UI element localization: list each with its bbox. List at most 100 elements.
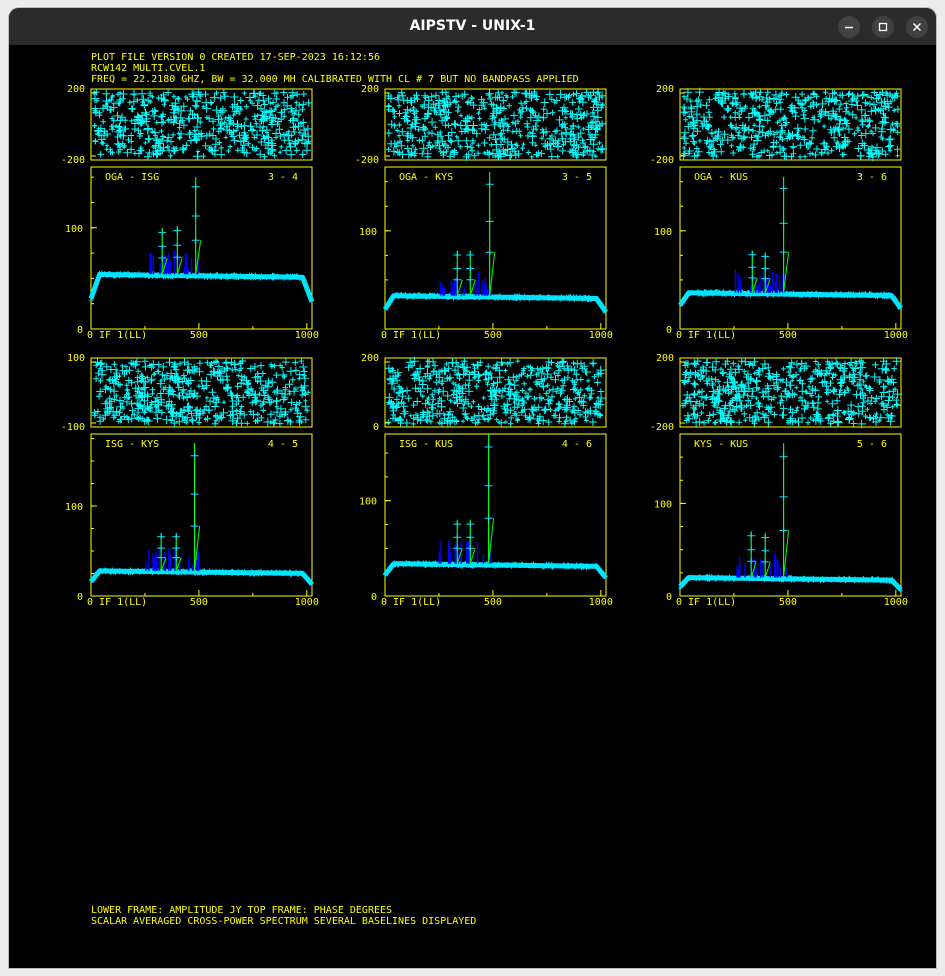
x-tick-label: 1000 (295, 597, 319, 608)
amplitude-peak-shoulder (490, 252, 495, 295)
amplitude-peak-shoulder (784, 252, 789, 293)
amplitude-frame (680, 167, 901, 329)
amp-tick-label: 100 (654, 227, 672, 238)
amplitude-low-spikes (737, 554, 787, 578)
amplitude-low-spikes (150, 251, 198, 275)
amplitude-frame (385, 434, 606, 596)
amp-tick-label: 0 (77, 325, 83, 336)
phase-tick-label: 200 (656, 84, 674, 95)
x-tick-label: 1000 (589, 597, 613, 608)
amp-tick-label: 100 (65, 502, 83, 513)
baseline-label: ISG - KYS (105, 439, 159, 450)
x-tick-label: 500 (484, 597, 502, 608)
peak-error-cross (747, 547, 755, 553)
peak-error-cross (453, 266, 461, 272)
x-tick-label: 1000 (884, 330, 908, 341)
x-tick-label: 0 IF 1(LL) (676, 330, 736, 341)
peak-error-cross (192, 237, 200, 243)
peak-error-cross (761, 253, 769, 259)
peak-error-cross (761, 535, 769, 541)
x-tick-label: 1000 (884, 597, 908, 608)
peak-error-cross (157, 534, 165, 540)
aips-plot: PLOT FILE VERSION 0 CREATED 17-SEP-2023 … (9, 45, 936, 968)
baseline-label: OGA - KYS (399, 172, 453, 183)
peak-error-cross (192, 184, 200, 190)
amplitude-frame (680, 434, 901, 596)
peak-error-cross (158, 243, 166, 249)
amplitude-frame (385, 167, 606, 329)
amp-tick-label: 0 (371, 592, 377, 603)
footer-line: SCALAR AVERAGED CROSS-POWER SPECTRUM SEV… (91, 916, 476, 927)
x-tick-label: 0 IF 1(LL) (87, 597, 147, 608)
baseline-panel: 200 -200 100 0 IF 1(LL) 500 1000 OGA - KYS 3 - … (355, 84, 613, 341)
maximize-button[interactable] (872, 16, 894, 38)
phase-points (680, 357, 902, 428)
peak-error-cross (747, 533, 755, 539)
x-tick-label: 1000 (295, 330, 319, 341)
peak-error-cross (780, 249, 788, 255)
minimize-button[interactable] (838, 16, 860, 38)
peak-error-cross (780, 220, 788, 226)
peak-error-cross (453, 534, 461, 540)
amplitude-low-spikes (146, 547, 199, 571)
header-line: FREQ = 22.2180 GHZ, BW = 32.000 MH CALIB… (91, 74, 579, 85)
peak-error-cross (453, 521, 461, 527)
close-button[interactable] (906, 16, 928, 38)
amp-tick-label: 0 (77, 592, 83, 603)
phase-tick-label: 100 (67, 353, 85, 364)
phase-tick-label: 200 (361, 353, 379, 364)
peak-error-cross (761, 276, 769, 282)
antenna-pair-label: 3 - 5 (562, 172, 592, 183)
amplitude-peak-shoulder (765, 562, 770, 578)
peak-error-cross (748, 252, 756, 258)
amp-tick-label: 0 (666, 325, 672, 336)
peak-error-cross (780, 185, 788, 191)
title-bar[interactable]: AIPSTV - UNIX-1 (9, 8, 936, 45)
baseline-label: OGA - ISG (105, 172, 159, 183)
x-tick-label: 0 IF 1(LL) (381, 330, 441, 341)
x-tick-label: 0 IF 1(LL) (676, 597, 736, 608)
phase-crosses (385, 89, 607, 161)
peak-error-cross (486, 218, 494, 224)
amplitude-peak-shoulder (470, 280, 475, 296)
antenna-pair-label: 4 - 6 (562, 439, 592, 450)
baseline-panel: 200-2001000 0 IF 1(LL) 500 1000OGA - ISG 3 -… (61, 84, 319, 341)
peak-error-cross (173, 228, 181, 234)
phase-crosses (91, 357, 311, 427)
amp-tick-label: 100 (359, 227, 377, 238)
phase-tick-label: -200 (355, 155, 379, 166)
peak-error-cross (780, 528, 788, 534)
peak-error-cross (157, 545, 165, 551)
peak-error-cross (172, 555, 180, 561)
x-tick-label: 500 (190, 597, 208, 608)
peak-error-cross (191, 523, 199, 529)
phase-tick-label: 0 (373, 422, 379, 433)
amplitude-frame (91, 167, 312, 329)
peak-error-cross (466, 266, 474, 272)
amp-tick-label: 0 (666, 592, 672, 603)
peak-error-cross (172, 545, 180, 551)
peak-error-cross (486, 249, 494, 255)
amp-tick-label: 100 (359, 497, 377, 508)
peak-error-cross (780, 494, 788, 500)
x-tick-label: 0 IF 1(LL) (381, 597, 441, 608)
amp-tick-label: 100 (65, 224, 83, 235)
peak-error-cross (466, 252, 474, 258)
antenna-pair-label: 4 - 5 (268, 439, 298, 450)
antenna-pair-label: 3 - 6 (857, 172, 887, 183)
amplitude-crosses (384, 292, 607, 313)
amplitude-crosses (89, 271, 311, 303)
x-tick-label: 1000 (589, 330, 613, 341)
peak-error-cross (485, 515, 493, 521)
close-icon (911, 21, 923, 33)
peak-error-cross (761, 548, 769, 554)
peak-error-cross (172, 534, 180, 540)
plot-screen: PLOT FILE VERSION 0 CREATED 17-SEP-2023 … (9, 45, 936, 968)
peak-error-cross (485, 444, 493, 450)
phase-crosses (385, 357, 606, 428)
peak-error-cross (158, 229, 166, 235)
x-tick-label: 500 (779, 330, 797, 341)
amplitude-low-spikes (736, 269, 785, 293)
